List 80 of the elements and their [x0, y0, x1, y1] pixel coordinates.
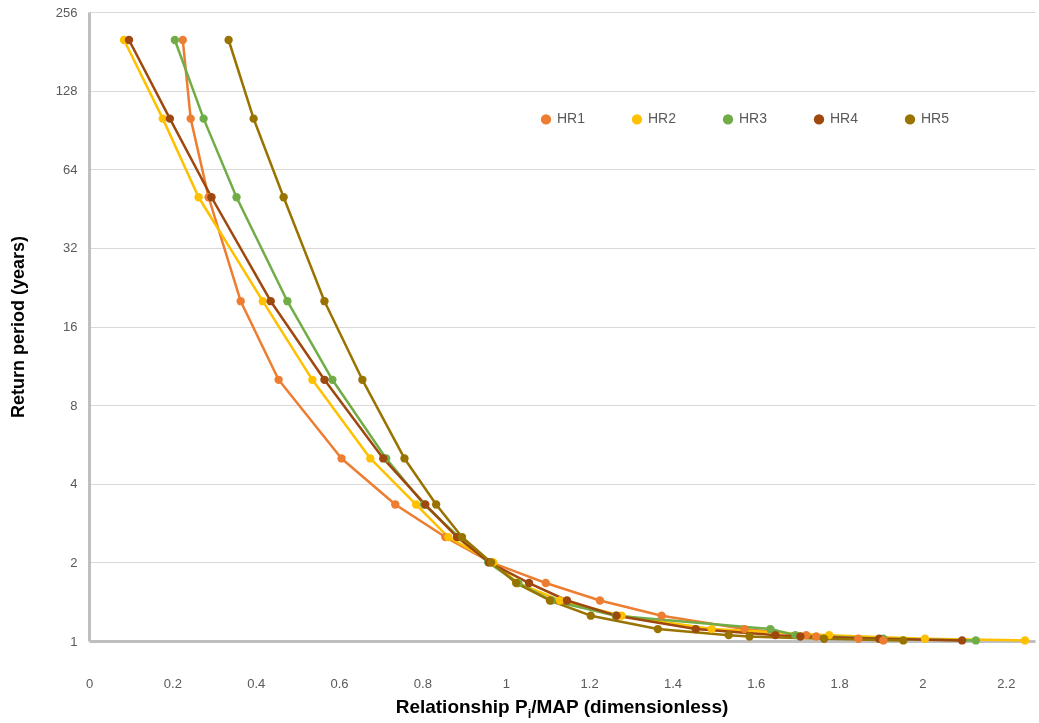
- point: [366, 454, 375, 463]
- point: [400, 454, 409, 463]
- point: [971, 636, 981, 645]
- point: [283, 297, 292, 306]
- legend-label: HR1: [557, 110, 586, 127]
- point: [1020, 636, 1030, 645]
- point: [320, 297, 329, 306]
- x-tick-label: 1.2: [580, 675, 599, 691]
- point: [258, 297, 267, 306]
- legend-label: HR2: [648, 110, 677, 127]
- point: [957, 636, 967, 645]
- point: [279, 193, 288, 202]
- point: [771, 630, 780, 640]
- point: [224, 35, 233, 45]
- x-tick-label: 1.8: [830, 675, 849, 691]
- point: [586, 611, 595, 620]
- point: [819, 634, 829, 643]
- point: [266, 297, 275, 306]
- x-tick-label: 1.4: [663, 675, 682, 691]
- point: [199, 114, 208, 123]
- point: [308, 375, 317, 384]
- point: [524, 578, 534, 588]
- point: [653, 624, 663, 634]
- y-tick-label: 128: [55, 83, 78, 99]
- x-tick-label: 1.6: [747, 675, 766, 691]
- point: [707, 624, 716, 634]
- point: [170, 35, 180, 45]
- x-tick-label: 1: [502, 675, 510, 691]
- y-tick-label: 4: [70, 476, 78, 492]
- y-axis-title: Return period (years): [7, 235, 28, 419]
- point: [194, 193, 203, 202]
- point: [740, 624, 749, 634]
- x-tick-label: 2: [919, 675, 927, 691]
- x-tick-label: 0.6: [330, 675, 349, 691]
- point: [337, 454, 346, 463]
- point: [724, 630, 733, 640]
- point: [158, 114, 167, 123]
- point: [854, 634, 863, 643]
- point: [411, 500, 421, 509]
- point: [745, 632, 754, 641]
- point: [899, 636, 908, 645]
- point: [562, 596, 572, 605]
- point: [391, 500, 400, 509]
- legend-label: HR5: [921, 110, 950, 127]
- point: [766, 624, 775, 634]
- point: [236, 297, 245, 306]
- point: [186, 114, 195, 123]
- point: [358, 375, 367, 384]
- point: [328, 375, 337, 384]
- y-tick-label: 32: [63, 240, 78, 256]
- y-tick-label: 64: [63, 161, 78, 177]
- y-tick-label: 16: [63, 319, 78, 334]
- point: [595, 596, 605, 605]
- point: [555, 596, 565, 605]
- y-tick-label: 1: [70, 633, 78, 649]
- x-axis-title: Relationship P$_{i}$/MAP (dimensionless): [394, 696, 730, 721]
- point: [249, 114, 258, 123]
- y-tick-label: 256: [55, 4, 78, 20]
- point: [274, 375, 283, 384]
- point: [431, 500, 441, 509]
- point: [657, 611, 666, 620]
- point: [124, 35, 134, 45]
- point: [796, 632, 805, 641]
- y-tick-label: 2: [70, 554, 78, 570]
- point: [541, 578, 550, 588]
- point: [691, 624, 700, 634]
- point: [920, 634, 930, 643]
- point: [320, 375, 329, 384]
- y-tick-label: 8: [70, 397, 78, 413]
- point: [812, 632, 821, 641]
- x-tick-label: 0: [85, 675, 94, 691]
- x-tick-label: 0.2: [163, 675, 182, 691]
- point: [232, 193, 241, 202]
- x-tick-label: 2.2: [997, 675, 1016, 691]
- legend-label: HR4: [830, 110, 859, 127]
- x-tick-label: 0.4: [247, 675, 266, 691]
- point: [165, 114, 175, 123]
- x-tick-label: 0.8: [413, 675, 432, 691]
- point: [178, 35, 187, 45]
- legend-label: HR3: [739, 110, 768, 127]
